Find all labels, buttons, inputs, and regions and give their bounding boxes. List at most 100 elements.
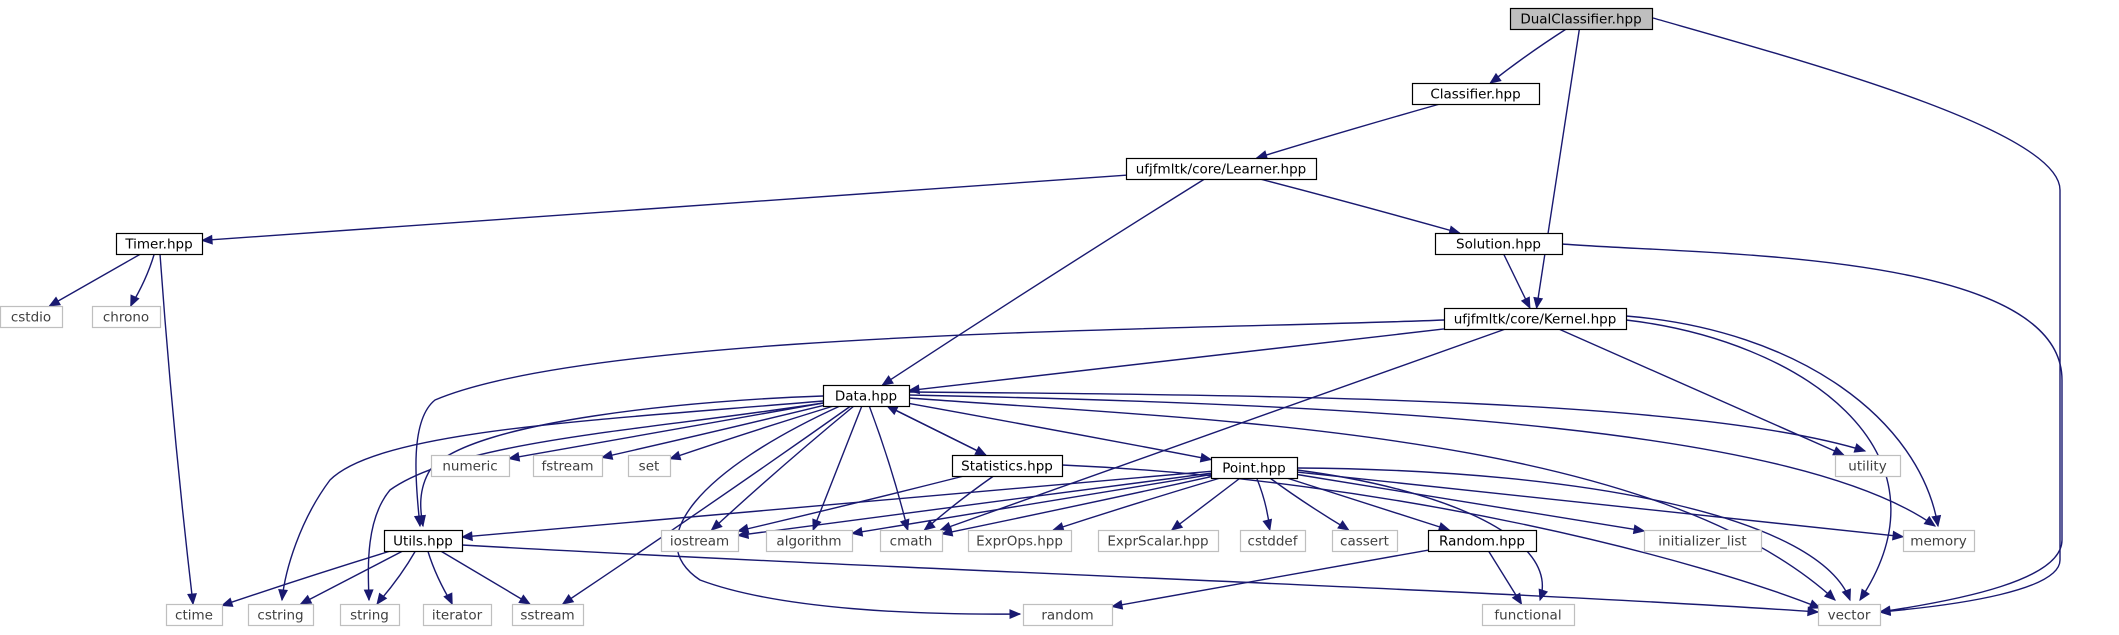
edge-point-to-memory <box>1296 471 1905 541</box>
node-label: Timer.hpp <box>124 237 192 253</box>
node-box <box>1902 529 1976 553</box>
arrowhead <box>187 593 197 606</box>
arrowhead <box>1923 515 1937 527</box>
edge-data-to-set <box>668 405 834 461</box>
node-random_hpp[interactable]: Random.hpp <box>1427 529 1538 553</box>
node-exprops: ExprOps.hpp <box>967 529 1073 553</box>
arrowhead <box>443 592 453 606</box>
node-dualclassifier[interactable]: DualClassifier.hpp <box>1509 7 1654 31</box>
node-random: random <box>1022 603 1114 627</box>
edge-solution-to-vector <box>1561 243 2063 616</box>
node-numeric: numeric <box>430 454 511 478</box>
node-label: Point.hpp <box>1222 461 1286 477</box>
arrowhead <box>376 592 388 606</box>
edge-data-to-random <box>676 405 1022 620</box>
node-label: Data.hpp <box>835 389 897 405</box>
node-label: chrono <box>103 310 149 326</box>
edge-kernel-to-utility <box>1558 328 1845 456</box>
node-timer[interactable]: Timer.hpp <box>115 232 204 256</box>
node-box <box>967 529 1073 553</box>
node-solution[interactable]: Solution.hpp <box>1434 232 1564 256</box>
edge-data-to-numeric <box>507 402 824 462</box>
node-box <box>1481 603 1576 627</box>
node-iterator: iterator <box>422 603 493 627</box>
node-box <box>115 232 204 256</box>
node-label: Classifier.hpp <box>1430 87 1520 103</box>
node-label: Solution.hpp <box>1456 237 1541 253</box>
edge-timer-to-cstdio <box>48 253 141 307</box>
node-utility: utility <box>1834 454 1902 478</box>
arrowhead <box>1009 609 1022 620</box>
edge-point-to-cstddef <box>1256 477 1273 532</box>
edge-dualclassifier-to-classifier <box>1489 28 1567 84</box>
node-learner[interactable]: ufjfmltk/core/Learner.hpp <box>1125 157 1318 181</box>
edge-utils-to-ctime <box>220 550 391 607</box>
node-box <box>1509 7 1654 31</box>
node-box <box>1434 232 1564 256</box>
node-box <box>532 454 604 478</box>
arrowhead <box>561 593 575 605</box>
node-label: vector <box>1828 608 1871 624</box>
edge-point-to-exprops <box>1051 477 1221 532</box>
node-label: ufjfmltk/core/Learner.hpp <box>1136 162 1307 178</box>
node-label: numeric <box>442 459 497 475</box>
arrowhead <box>200 234 213 245</box>
arrowhead <box>1632 524 1646 535</box>
edge-data-to-iostream <box>710 405 855 531</box>
node-box <box>1817 603 1882 627</box>
edge-point-to-initializer_list <box>1296 473 1646 535</box>
node-point[interactable]: Point.hpp <box>1210 456 1299 480</box>
node-statistics[interactable]: Statistics.hpp <box>951 454 1064 478</box>
node-label: iostream <box>670 534 729 550</box>
edge-point-to-iostream <box>736 472 1212 539</box>
arrowhead <box>1170 519 1184 531</box>
arrowhead <box>1841 588 1851 602</box>
arrowhead <box>1878 605 1892 616</box>
edge-statistics-to-data <box>885 405 987 456</box>
edge-data-to-memory <box>908 394 1937 527</box>
node-label: ExprOps.hpp <box>976 534 1063 550</box>
node-box <box>422 603 493 627</box>
edge-kernel-to-vector <box>1625 319 1892 602</box>
edge-learner-to-solution <box>1259 178 1461 236</box>
node-initializer_list: initializer_list <box>1643 529 1763 553</box>
edge-timer-to-chrono <box>130 253 155 308</box>
node-label: ufjfmltk/core/Kernel.hpp <box>1454 312 1617 328</box>
node-utils[interactable]: Utils.hpp <box>383 529 464 553</box>
edge-point-to-algorithm <box>850 473 1212 537</box>
arrowhead <box>1051 522 1065 532</box>
edge-point-to-utils <box>460 470 1212 542</box>
node-kernel[interactable]: ufjfmltk/core/Kernel.hpp <box>1443 307 1628 331</box>
edge-point-to-cmath <box>940 475 1212 537</box>
edge-data-to-point <box>908 402 1213 463</box>
edge-utils-to-sstream <box>440 550 531 605</box>
edges-layer <box>48 17 2063 620</box>
arrowhead <box>881 375 894 386</box>
node-box <box>1331 529 1399 553</box>
arrowhead <box>299 594 313 605</box>
node-box <box>765 529 854 553</box>
arrowhead <box>710 519 723 531</box>
node-string: string <box>339 603 401 627</box>
edge-random_hpp-to-functional <box>1487 550 1523 606</box>
edge-dualclassifier-to-kernel <box>1533 28 1581 310</box>
node-box <box>660 529 740 553</box>
node-data[interactable]: Data.hpp <box>822 384 911 408</box>
node-label: DualClassifier.hpp <box>1520 12 1641 28</box>
edge-solution-to-kernel <box>1502 253 1531 310</box>
edge-utils-to-vector <box>461 544 1820 617</box>
arrowhead <box>1823 589 1836 601</box>
node-label: cmath <box>890 534 933 550</box>
edge-data-to-string <box>363 402 824 602</box>
arrowhead <box>1337 520 1350 531</box>
edge-learner-to-timer <box>200 174 1127 245</box>
arrowhead <box>363 589 374 602</box>
arrowhead <box>507 451 521 462</box>
edge-timer-to-ctime <box>159 253 197 606</box>
node-iostream: iostream <box>660 529 740 553</box>
node-algorithm: algorithm <box>765 529 854 553</box>
arrowhead <box>939 521 953 532</box>
node-classifier[interactable]: Classifier.hpp <box>1411 82 1541 106</box>
edge-kernel-to-cmath <box>939 328 1506 532</box>
